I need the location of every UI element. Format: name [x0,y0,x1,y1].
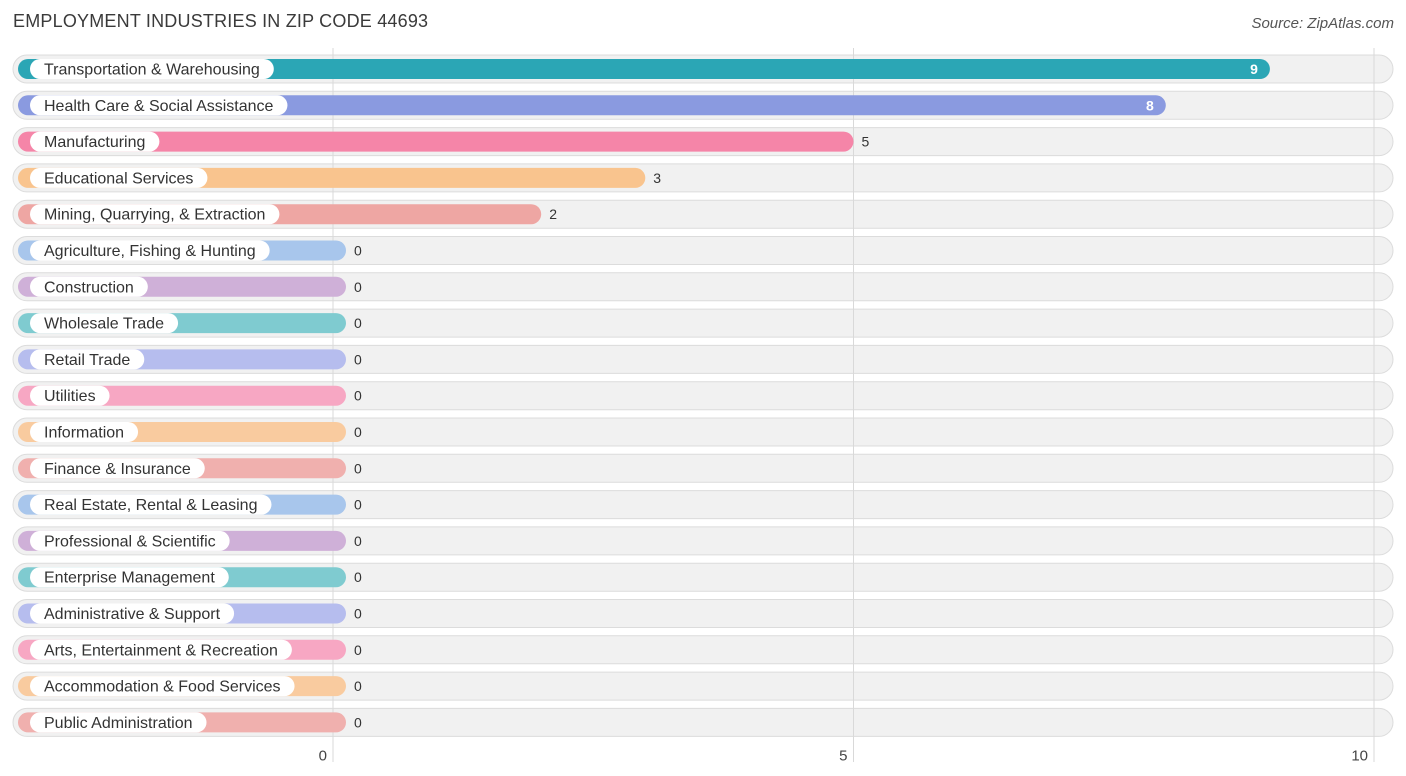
category-label: Retail Trade [44,352,130,369]
value-label: 2 [549,206,557,222]
row-track [12,707,1394,737]
category-label: Health Care & Social Assistance [44,98,274,115]
category-label-pill [30,95,288,116]
value-label: 0 [354,606,362,622]
category-label: Information [44,425,124,442]
value-label: 3 [653,170,661,186]
row-track [12,236,1394,265]
category-label-pill [30,131,160,152]
category-label: Professional & Scientific [44,533,216,550]
row-track [12,453,1394,483]
value-label: 0 [354,279,362,295]
value-label: 9 [1250,61,1258,77]
category-label-pill [30,458,205,479]
value-label: 0 [354,460,362,476]
category-label-pill [30,422,139,442]
category-label: Arts, Entertainment & Recreation [44,642,278,659]
category-label: Mining, Quarrying, & Extraction [44,207,265,224]
row-track [12,344,1394,374]
category-label-pill [30,567,229,588]
row-track [12,308,1394,338]
category-label: Manufacturing [44,134,145,151]
category-label: Educational Services [44,170,193,187]
category-label-pill [30,349,145,370]
category-label: Public Administration [44,715,193,732]
category-label-pill [30,494,272,515]
value-label: 5 [862,134,870,150]
row-track [12,526,1394,556]
row-track [12,381,1394,411]
category-label-pill [30,167,208,188]
row-track [12,671,1394,701]
category-label-pill [30,204,280,225]
x-tick-label: 5 [839,747,847,764]
category-label-pill [30,676,295,697]
value-label: 0 [354,388,362,404]
value-label: 8 [1146,97,1154,113]
category-label: Construction [44,279,134,296]
row-track [12,562,1394,592]
category-label: Agriculture, Fishing & Hunting [44,243,256,260]
category-label-pill [30,59,274,79]
value-label: 0 [354,315,362,331]
category-label-pill [30,385,110,406]
value-label: 0 [354,714,362,730]
row-track [12,417,1394,447]
x-tick-label: 0 [319,747,327,764]
category-label-pill [30,530,230,551]
category-label: Utilities [44,388,96,405]
category-label: Administrative & Support [44,606,221,623]
value-label: 0 [354,497,362,513]
category-label-pill [30,240,270,261]
category-label: Wholesale Trade [44,316,164,333]
category-label-pill [30,639,292,660]
category-label: Accommodation & Food Services [44,679,281,696]
category-label: Finance & Insurance [44,461,191,478]
category-label-pill [30,313,179,334]
value-label: 0 [354,533,362,549]
category-label: Enterprise Management [44,570,215,587]
chart-title: EMPLOYMENT INDUSTRIES IN ZIP CODE 44693 [13,11,429,31]
value-label: 0 [354,351,362,367]
category-label-pill [30,603,235,624]
source-credit: Source: ZipAtlas.com [1251,15,1394,32]
row-track [12,272,1394,302]
bar[interactable] [18,59,1270,79]
category-label: Real Estate, Rental & Leasing [44,497,257,514]
value-label: 0 [354,243,362,259]
row-track [12,635,1394,665]
row-track [12,490,1394,520]
bar[interactable] [18,95,1166,116]
value-label: 0 [354,569,362,585]
x-tick-label: 10 [1351,747,1368,764]
category-label: Transportation & Warehousing [44,62,260,79]
row-track [12,599,1394,628]
value-label: 0 [354,678,362,694]
value-label: 0 [354,642,362,658]
category-label-pill [30,712,207,733]
category-label-pill [30,276,148,297]
value-label: 0 [354,424,362,440]
bar[interactable] [18,131,854,152]
